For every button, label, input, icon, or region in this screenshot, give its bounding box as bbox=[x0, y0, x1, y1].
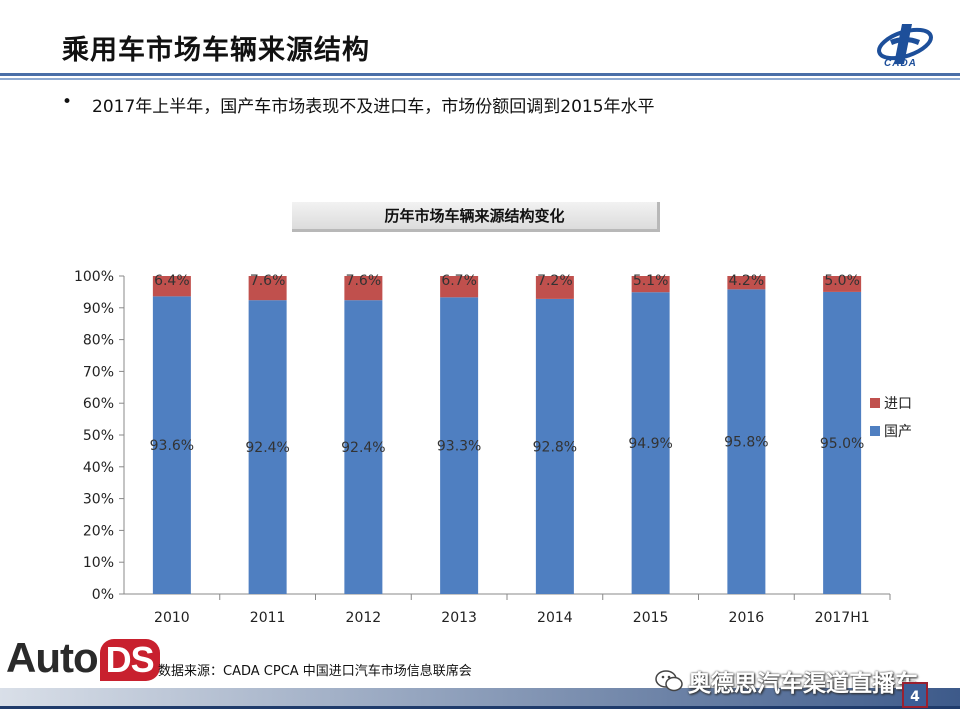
data-label-进口-2013: 6.7% bbox=[441, 273, 477, 289]
bar-国产-2016 bbox=[727, 289, 766, 594]
bar-进口-2014 bbox=[535, 276, 574, 299]
y-tick-label: 30% bbox=[83, 492, 114, 508]
autods-logo-ds: DS bbox=[99, 639, 160, 681]
cada-logo bbox=[877, 24, 933, 64]
page-number: 4 bbox=[902, 682, 928, 708]
data-source-note: 数据来源：CADA CPCA 中国进口汽车市场信息联席会 bbox=[158, 664, 472, 679]
bar-国产-2012 bbox=[344, 300, 383, 594]
x-tick-label: 2015 bbox=[633, 610, 669, 626]
bullet-point: • 2017年上半年，国产车市场表现不及进口车，市场份额回调到2015年水平 bbox=[62, 92, 655, 117]
legend-label-国产: 国产 bbox=[884, 424, 912, 440]
footer-band bbox=[0, 688, 960, 706]
y-tick-label: 80% bbox=[83, 333, 114, 349]
data-label-国产-2012: 92.4% bbox=[341, 440, 385, 456]
data-label-进口-2012: 7.6% bbox=[346, 273, 382, 289]
y-tick-label: 70% bbox=[83, 364, 114, 380]
data-label-国产-2016: 95.8% bbox=[724, 435, 768, 451]
data-label-进口-2014: 7.2% bbox=[537, 273, 573, 289]
autods-logo-auto: Auto bbox=[6, 634, 99, 681]
watermark-text: 奥德思汽车渠道直播车 bbox=[688, 671, 918, 697]
data-label-进口-2011: 7.6% bbox=[250, 273, 286, 289]
bar-国产-2013 bbox=[440, 297, 479, 594]
bar-国产-2015 bbox=[631, 292, 670, 594]
legend-label-进口: 进口 bbox=[884, 396, 912, 412]
x-tick-label: 2011 bbox=[250, 610, 286, 626]
bar-进口-2013 bbox=[440, 276, 479, 298]
data-label-国产-2017H1: 95.0% bbox=[820, 436, 864, 452]
wechat-watermark: 奥德思汽车渠道直播车 bbox=[654, 664, 918, 698]
data-label-进口-2016: 4.2% bbox=[729, 273, 765, 289]
header-rule bbox=[0, 73, 960, 76]
cada-logo-text: CADA bbox=[884, 58, 917, 69]
data-label-国产-2015: 94.9% bbox=[628, 436, 672, 452]
data-label-国产-2014: 92.8% bbox=[533, 439, 577, 455]
wechat-icon bbox=[655, 670, 683, 692]
slide-title: 乘用车市场车辆来源结构 bbox=[62, 35, 370, 66]
y-tick-label: 60% bbox=[83, 396, 114, 412]
y-tick-label: 10% bbox=[83, 555, 114, 571]
x-tick-label: 2012 bbox=[346, 610, 382, 626]
bullet-text: 2017年上半年，国产车市场表现不及进口车，市场份额回调到2015年水平 bbox=[92, 97, 655, 117]
data-label-进口-2015: 5.1% bbox=[633, 273, 669, 289]
x-tick-label: 2017H1 bbox=[815, 610, 870, 626]
bar-国产-2011 bbox=[248, 300, 287, 594]
x-tick-label: 2010 bbox=[154, 610, 190, 626]
bar-国产-2014 bbox=[535, 298, 574, 594]
y-tick-label: 0% bbox=[92, 587, 114, 603]
legend-swatch-进口 bbox=[870, 398, 880, 408]
x-tick-label: 2014 bbox=[537, 610, 573, 626]
bar-国产-2010 bbox=[152, 296, 191, 594]
data-label-国产-2013: 93.3% bbox=[437, 439, 481, 455]
data-label-进口-2010: 6.4% bbox=[154, 273, 190, 289]
chart-title: 历年市场车辆来源结构变化 bbox=[292, 202, 660, 232]
footer-line bbox=[0, 706, 960, 709]
legend-swatch-国产 bbox=[870, 426, 880, 436]
header-rule-light bbox=[0, 78, 960, 80]
bar-进口-2012 bbox=[344, 276, 383, 301]
bar-进口-2011 bbox=[248, 276, 287, 301]
y-tick-label: 20% bbox=[83, 523, 114, 539]
x-tick-label: 2013 bbox=[441, 610, 477, 626]
data-label-进口-2017H1: 5.0% bbox=[824, 273, 860, 289]
bullet-marker: • bbox=[62, 92, 73, 112]
bar-国产-2017H1 bbox=[823, 291, 862, 594]
autods-logo: Auto DS bbox=[6, 634, 160, 682]
y-tick-label: 50% bbox=[83, 428, 114, 444]
bar-进口-2017H1 bbox=[823, 276, 862, 292]
y-tick-label: 100% bbox=[74, 269, 114, 285]
bar-进口-2016 bbox=[727, 276, 766, 290]
y-tick-label: 40% bbox=[83, 460, 114, 476]
data-label-国产-2011: 92.4% bbox=[245, 440, 289, 456]
bar-进口-2015 bbox=[631, 276, 670, 293]
data-label-国产-2010: 93.6% bbox=[150, 438, 194, 454]
y-tick-label: 90% bbox=[83, 301, 114, 317]
x-tick-label: 2016 bbox=[729, 610, 765, 626]
bar-进口-2010 bbox=[152, 276, 191, 297]
